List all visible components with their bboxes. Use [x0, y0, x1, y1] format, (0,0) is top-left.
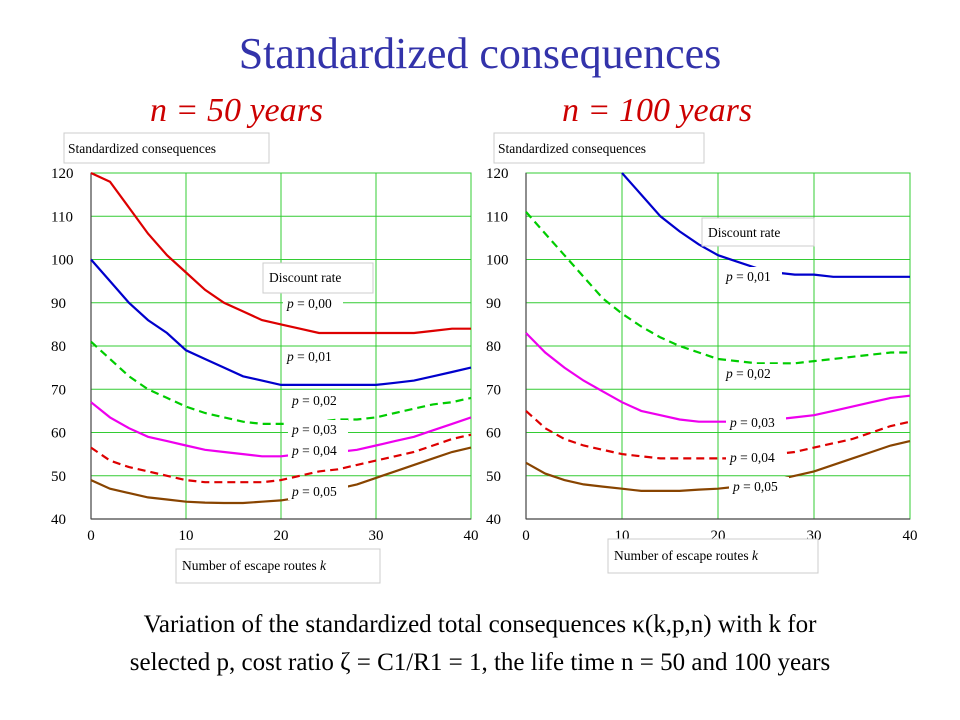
y-tick-label: 100	[486, 253, 509, 269]
x-tick-label: 0	[522, 528, 530, 544]
y-tick-label: 90	[51, 296, 66, 312]
series-line	[525, 332, 911, 423]
charts-canvas: 0 10 20 30 40 40 50 60 70 80 90 100 110 120 Standardiz…	[51, 132, 918, 584]
x-tick-label: 40	[903, 528, 918, 544]
series-label: p = 0,05	[291, 484, 337, 499]
page-title: Standardized consequences	[238, 29, 722, 78]
series-line	[90, 171, 471, 335]
series-label: p = 0,03	[291, 422, 337, 437]
series-line	[90, 446, 472, 505]
legend-title: Discount rate	[708, 225, 780, 240]
x-tick-label: 20	[274, 528, 289, 544]
y-tick-label: 90	[486, 296, 501, 312]
series-label: p = 0,03	[729, 415, 775, 430]
caption-line-2: selected p, cost ratio ζ = C1/R1 = 1, th…	[129, 649, 831, 676]
series-label-bg	[283, 294, 343, 312]
series-line	[90, 340, 472, 425]
x-tick-label: 40	[464, 528, 479, 544]
chart-n100: 0 10 20 30 40405060708090100110120Standardiz…	[486, 132, 918, 574]
series-label: p = 0,01	[286, 349, 332, 364]
legend-title-box	[262, 262, 374, 294]
series-label-bg	[726, 413, 786, 431]
y-tick-label: 60	[51, 426, 66, 442]
y-tick-label: 100	[51, 253, 74, 269]
series-line	[90, 433, 472, 484]
chart-title: Standardized consequences	[68, 141, 216, 156]
y-tick-label: 120	[486, 166, 509, 182]
caption-line-1: Variation of the standardized total cons…	[143, 611, 817, 638]
series-label-bg	[288, 391, 348, 409]
series-label: p = 0,04	[729, 450, 775, 465]
y-tick-label: 50	[51, 469, 66, 485]
chart-title: Standardized consequences	[498, 141, 646, 156]
y-tick-label: 110	[51, 209, 73, 225]
series-label-bg	[729, 477, 789, 495]
series-label-bg	[288, 420, 348, 438]
series-label-bg	[722, 267, 782, 285]
series-line	[90, 401, 472, 458]
x-axis-label-box	[607, 538, 819, 574]
series-label: p = 0,00	[286, 296, 332, 311]
y-tick-label: 40	[51, 512, 66, 528]
series-label: p = 0,01	[725, 269, 771, 284]
y-tick-label: 40	[486, 512, 501, 528]
series-label: p = 0,04	[291, 443, 337, 458]
y-tick-label: 70	[51, 382, 66, 398]
x-tick-label: 0	[87, 528, 95, 544]
y-tick-label: 70	[486, 382, 501, 398]
series-label: p = 0,02	[725, 366, 771, 381]
y-tick-label: 80	[51, 339, 66, 355]
y-tick-label: 80	[486, 339, 501, 355]
series-line	[525, 211, 910, 365]
y-tick-label: 120	[51, 166, 74, 182]
legend-title: Discount rate	[269, 270, 341, 285]
subtitle-left: n = 50 years	[150, 92, 324, 129]
legend-title-box	[701, 217, 815, 247]
series-label-bg	[283, 347, 343, 365]
series-line	[525, 440, 911, 492]
series-label: p = 0,05	[732, 479, 778, 494]
subtitle-right: n = 100 years	[562, 92, 753, 129]
x-axis-label: Number of escape routes k	[182, 558, 327, 573]
series-label-bg	[722, 364, 782, 382]
x-axis-label-box	[175, 548, 381, 584]
chart-n50: 0 10 20 30 40 40 50 60 70 80 90 100 110 120 Standardiz…	[51, 132, 479, 584]
series-label-bg	[288, 482, 348, 500]
chart-title-box	[493, 132, 705, 164]
x-tick-label: 10	[179, 528, 194, 544]
chart-title-box	[63, 132, 270, 164]
caption: Variation of the standardized total cons…	[0, 606, 960, 682]
x-axis-label: Number of escape routes k	[614, 548, 759, 563]
series-label-bg	[726, 448, 786, 466]
y-tick-label: 110	[486, 209, 508, 225]
series-label-bg	[288, 441, 348, 459]
series-label: p = 0,02	[291, 393, 337, 408]
y-tick-label: 60	[486, 426, 501, 442]
series-line	[90, 258, 472, 386]
x-tick-label: 30	[369, 528, 384, 544]
y-tick-label: 50	[486, 469, 501, 485]
